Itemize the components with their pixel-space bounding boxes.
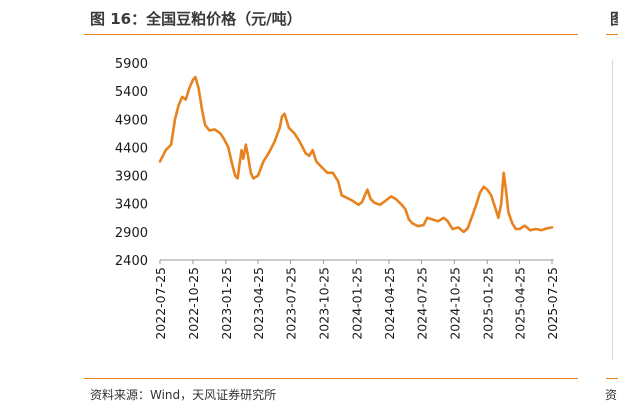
y-tick-label: 2400 [115, 254, 148, 269]
x-tick-label: 2023-01-25 [219, 267, 234, 340]
adjacent-title-rule [606, 34, 618, 35]
chart-series [158, 75, 554, 234]
figure-title: 图 16：全国豆粕价格（元/吨） [90, 10, 302, 28]
adjacent-figure-title-fragment: 图 [610, 10, 618, 28]
y-tick-label: 3900 [115, 170, 148, 185]
y-tick-label: 2900 [115, 226, 148, 241]
soybean-meal-price-line [158, 75, 554, 234]
y-tick-label: 5400 [115, 85, 148, 100]
x-tick-label: 2025-07-25 [545, 267, 560, 340]
y-axis-ticks: 2400 2900 3400 3900 4400 4900 5400 5900 [115, 57, 148, 269]
x-tick-label: 2024-01-25 [349, 267, 364, 340]
x-tick-label: 2023-07-25 [284, 267, 299, 340]
y-tick-label: 5900 [115, 57, 148, 72]
x-tick-label: 2024-10-25 [447, 267, 462, 340]
source-note: 资料来源：Wind，天风证券研究所 [90, 388, 277, 402]
source-rule [84, 378, 578, 379]
x-tick-label: 2024-04-25 [382, 267, 397, 340]
adjacent-source-rule [606, 378, 618, 379]
x-tick-label: 2024-07-25 [414, 267, 429, 340]
x-tick-label: 2022-07-25 [153, 267, 168, 340]
y-tick-label: 4900 [115, 113, 148, 128]
adjacent-chart-axis [612, 60, 613, 360]
adjacent-source-fragment: 资 [605, 388, 618, 402]
title-rule [84, 34, 578, 35]
x-tick-label: 2025-01-25 [480, 267, 495, 340]
x-axis-ticks: 2022-07-25 2022-10-25 2023-01-25 2023-04-25… [153, 260, 560, 340]
x-tick-label: 2022-10-25 [186, 267, 201, 340]
x-tick-label: 2023-10-25 [316, 267, 331, 340]
x-tick-label: 2025-04-25 [512, 267, 527, 340]
y-tick-label: 4400 [115, 141, 148, 156]
y-tick-label: 3400 [115, 198, 148, 213]
x-tick-label: 2023-04-25 [251, 267, 266, 340]
